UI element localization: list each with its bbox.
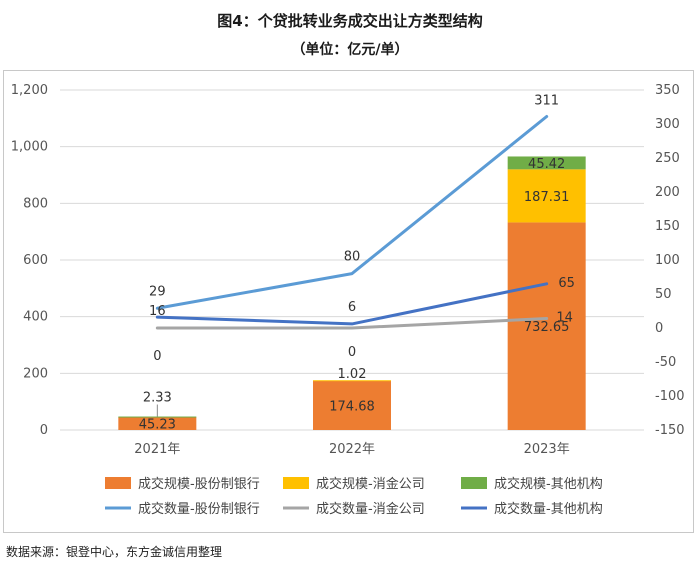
- legend-label: 成交规模-其他机构: [494, 476, 603, 492]
- series-line: [155, 316, 549, 330]
- right-axis-tick: 100: [655, 253, 680, 268]
- legend-swatch: [283, 477, 309, 489]
- bar: [118, 417, 197, 430]
- line-label: 311: [534, 94, 559, 109]
- left-axis-tick: 1,000: [11, 140, 48, 155]
- chart-subtitle: （单位：亿元/单）: [291, 42, 409, 58]
- legend-label: 成交数量-股份制银行: [138, 501, 260, 517]
- line-label: 16: [149, 304, 166, 319]
- legend-label: 成交数量-消金公司: [316, 501, 425, 517]
- line-label: 29: [149, 284, 166, 299]
- left-axis-tick: 400: [23, 310, 48, 325]
- bar: [313, 380, 391, 382]
- line-label: 80: [344, 250, 361, 265]
- legend-label: 成交数量-其他机构: [494, 501, 603, 517]
- bar: [507, 222, 586, 430]
- bar-label: 45.23: [139, 418, 176, 433]
- left-axis-tick: 1,200: [11, 83, 48, 98]
- left-axis-tick: 200: [23, 366, 48, 381]
- line-label: 6: [348, 300, 356, 315]
- line-label: 0: [348, 345, 356, 360]
- right-axis-tick: 150: [655, 219, 680, 234]
- right-axis-tick: 250: [655, 151, 680, 166]
- right-axis-tick: -100: [655, 389, 685, 404]
- right-axis-tick: -50: [655, 355, 676, 370]
- bar-label: 45.42: [528, 157, 565, 172]
- bar-label: 1.02: [338, 367, 367, 382]
- x-axis-tick: 2022年: [329, 442, 375, 457]
- left-axis-tick: 600: [23, 253, 48, 268]
- data-source: 数据来源：银登中心，东方金诚信用整理: [6, 545, 223, 559]
- bar: [507, 169, 586, 223]
- x-axis-tick: 2023年: [524, 442, 570, 457]
- bar: [313, 380, 391, 430]
- right-axis-tick: 0: [655, 321, 663, 336]
- bar: [118, 416, 197, 418]
- legend-swatch: [461, 477, 487, 489]
- x-axis-tick: 2021年: [134, 442, 180, 457]
- chart-frame: [3, 70, 694, 533]
- right-axis-tick: 300: [655, 117, 680, 132]
- right-axis-tick: 350: [655, 83, 680, 98]
- bar-label: 732.65: [524, 320, 570, 335]
- left-axis-tick: 0: [40, 423, 48, 438]
- bar-label: 2.33: [143, 391, 172, 406]
- line-label: 65: [558, 276, 575, 291]
- right-axis-tick: 50: [655, 287, 672, 302]
- bar: [507, 156, 586, 170]
- right-axis-tick: 200: [655, 185, 680, 200]
- legend-swatch: [105, 477, 131, 489]
- chart-title: 图4：个贷批转业务成交出让方类型结构: [217, 12, 483, 30]
- left-axis-tick: 800: [23, 196, 48, 211]
- bar-label: 187.31: [524, 190, 570, 205]
- bar-label: 174.68: [329, 399, 375, 414]
- legend-label: 成交规模-消金公司: [316, 476, 425, 492]
- series-line: [155, 282, 549, 326]
- right-axis-tick: -150: [655, 423, 685, 438]
- line-label: 0: [153, 349, 161, 364]
- series-line: [155, 115, 549, 310]
- legend-label: 成交规模-股份制银行: [138, 476, 260, 492]
- line-label: 14: [556, 310, 573, 325]
